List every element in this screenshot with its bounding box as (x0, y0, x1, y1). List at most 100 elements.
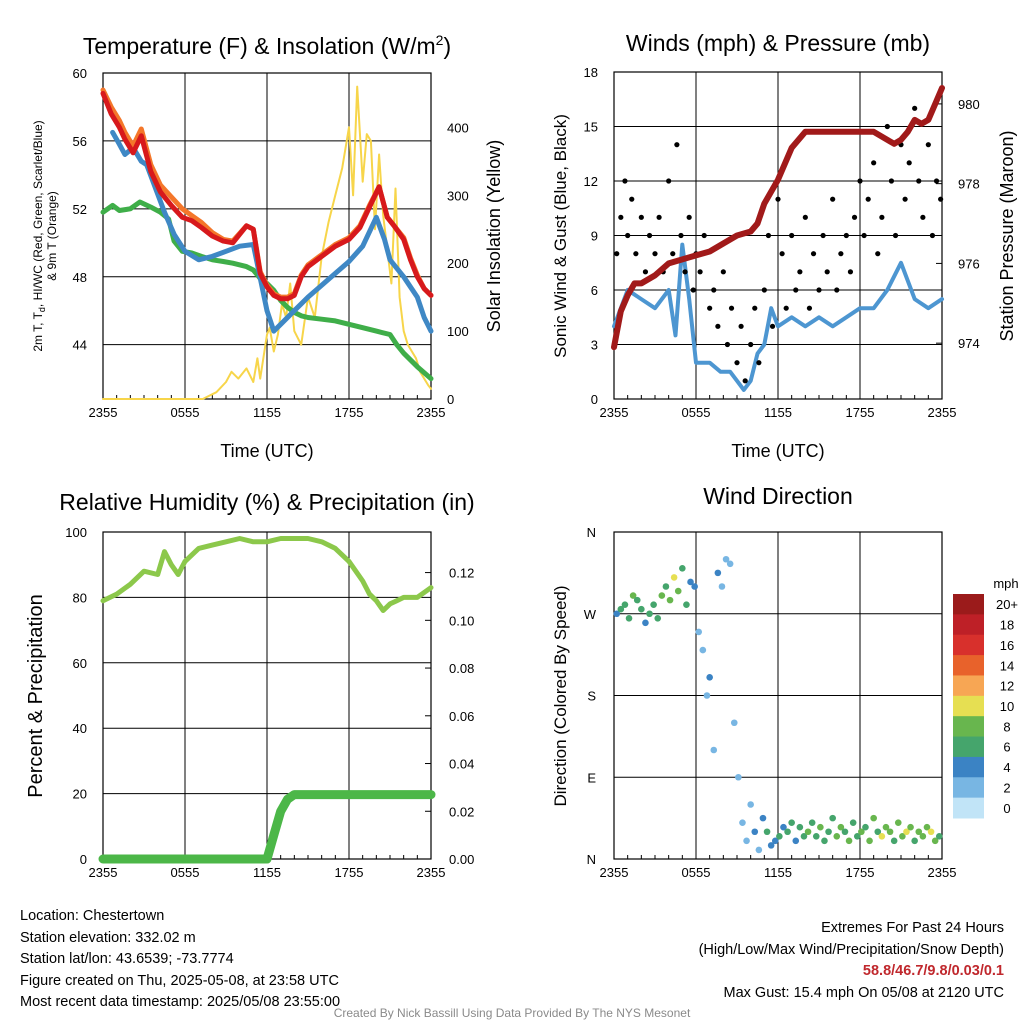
temp-ylabel-part-a: 2m T, T (31, 311, 45, 351)
wdir-point (927, 828, 935, 836)
wdir-point (800, 832, 808, 840)
wdir-ytick-label: S (587, 689, 596, 704)
temp-xtick-label: 0555 (171, 405, 200, 420)
winds-gust-point (633, 251, 639, 257)
winds-ytick-label: 15 (584, 120, 598, 135)
wdir-point (886, 828, 894, 836)
wdir-xtick-label: 1155 (764, 865, 792, 880)
rh-xtick-label: 2355 (89, 865, 118, 880)
colorbar-label: 14 (1000, 658, 1014, 673)
wdir-title: Wind Direction (703, 483, 853, 509)
colorbar-label: 20+ (996, 597, 1018, 612)
wdir-ytick-label: W (584, 607, 597, 622)
wdir-point (699, 646, 707, 654)
wdir-point (633, 596, 641, 604)
rh-title: Relative Humidity (%) & Precipitation (i… (59, 489, 474, 515)
winds-gust-point (929, 232, 936, 239)
wdir-point (931, 837, 939, 845)
wdir-point (613, 610, 621, 618)
colorbar-swatch (953, 797, 984, 819)
wdir-point (683, 601, 690, 608)
winds-ytick-right-label: 976 (958, 256, 980, 271)
temp-ytick-label: 60 (73, 66, 87, 81)
winds-ytick-label: 12 (584, 174, 598, 189)
rh-ytick-label: 100 (65, 525, 87, 540)
temp-series-line-2 (110, 129, 434, 334)
winds-gust-point (847, 269, 854, 275)
colorbar-label: 6 (1003, 740, 1010, 755)
winds-gust-point (690, 287, 696, 293)
colorbar-swatch (953, 655, 984, 676)
winds-gust-point (871, 160, 877, 166)
wdir-point (771, 837, 779, 845)
winds-gust-point (884, 123, 890, 130)
winds-gust-point (933, 178, 940, 184)
wdir-point (804, 828, 812, 836)
wdir-point (755, 846, 763, 854)
wdir-point (825, 828, 832, 836)
temp-ytick-right-label: 400 (447, 120, 469, 135)
temp-ylabel-part-b: , HI/WC (Red, Green, Scarlet/Blue) (31, 120, 45, 307)
wdir-point (706, 674, 713, 681)
wdir-point (808, 819, 816, 826)
winds-gust-point (642, 269, 649, 275)
winds-ytick-right-label: 974 (958, 336, 980, 351)
winds-gust-point (879, 214, 885, 220)
wdir-point (679, 565, 686, 572)
colorbar-label: 8 (1003, 719, 1010, 734)
wdir-point (621, 601, 629, 608)
elevation-text: Station elevation: 332.02 m (20, 929, 196, 946)
wdir-point (874, 828, 882, 836)
wdir-point (780, 823, 787, 831)
winds-gust-point (783, 305, 789, 311)
winds-gust-point (779, 251, 785, 257)
winds-gust-point (761, 287, 767, 293)
winds-gust-point (912, 105, 918, 111)
wdir-point (687, 578, 694, 586)
winds-gust-point (742, 378, 748, 384)
winds-gust-point (707, 305, 713, 311)
wdir-point (821, 837, 828, 845)
winds-ytick-label: 6 (591, 283, 598, 298)
wdir-point (841, 828, 849, 836)
temp-series-line-0 (100, 90, 434, 302)
winds-gust-point (810, 251, 817, 257)
wdir-point (849, 819, 857, 826)
winds-gust-point (861, 232, 867, 239)
colorbar-swatch (953, 756, 984, 778)
winds-gust-point (738, 323, 744, 329)
rh-xtick-label: 0555 (171, 865, 200, 880)
winds-gust-point (906, 160, 912, 166)
winds-gust-point (920, 214, 926, 220)
wdir-point (784, 828, 791, 836)
temp-ytick-right-label: 300 (447, 188, 469, 203)
winds-ylabel-right: Station Pressure (Maroon) (997, 130, 1017, 341)
wdir-ytick-label: E (587, 770, 596, 785)
winds-gust-point (834, 287, 840, 293)
winds-gust-point (892, 232, 899, 239)
winds-gust-point (614, 251, 620, 257)
winds-gust-point (765, 232, 772, 239)
max-gust-text: Max Gust: 15.4 mph On 05/08 at 2120 UTC (723, 984, 1004, 1001)
colorbar-label: 4 (1003, 760, 1010, 775)
created-text: Figure created on Thu, 2025-05-08, at 23… (20, 972, 339, 989)
wdir-point (666, 596, 674, 604)
wdir-point (911, 837, 918, 845)
wdir-point (812, 832, 820, 840)
rh-xtick-label: 1755 (335, 865, 364, 880)
rh-ytick-label: 80 (73, 590, 87, 605)
wdir-ytick-label: N (587, 525, 596, 540)
colorbar-label: 2 (1003, 780, 1010, 795)
wdir-point (792, 837, 800, 845)
winds-xtick-label: 2355 (928, 405, 957, 420)
rh-xtick-label: 1155 (253, 865, 281, 880)
wdir-point (629, 592, 637, 599)
winds-gust-point (797, 269, 803, 275)
wdir-point (718, 583, 726, 590)
wdir-point (751, 828, 759, 836)
winds-ytick-label: 3 (591, 338, 598, 353)
wdir-ytick-label: N (587, 852, 596, 867)
wdir-point (739, 819, 746, 826)
colorbar-swatch (953, 695, 984, 717)
wdir-point (907, 823, 914, 831)
